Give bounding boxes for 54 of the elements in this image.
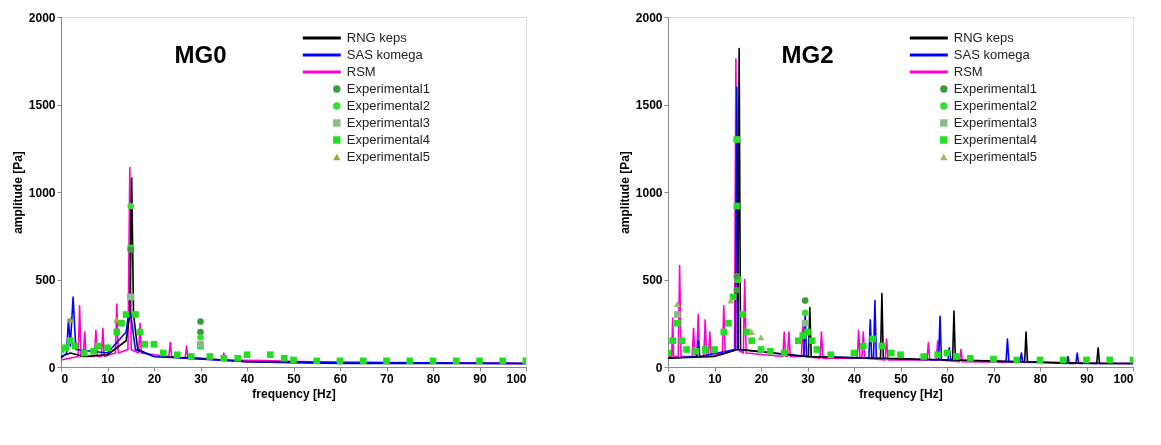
legend-label: Experimental2 <box>953 98 1037 113</box>
y-tick-label: 2000 <box>635 10 663 25</box>
y-axis-title: amplitude [Pa] <box>617 151 632 234</box>
x-tick-label: 100 <box>1113 371 1134 386</box>
legend-label: Experimental4 <box>346 132 430 147</box>
y-tick-label: 1000 <box>28 185 56 200</box>
x-tick-label: 70 <box>380 371 394 386</box>
y-tick-label: 2000 <box>28 10 56 25</box>
legend-label: Experimental3 <box>953 115 1037 130</box>
y-tick-label: 0 <box>48 360 56 375</box>
x-tick-label: 10 <box>101 371 115 386</box>
y-tick-label: 500 <box>35 273 56 287</box>
x-tick-label: 20 <box>147 371 162 386</box>
legend-label: RSM <box>346 64 376 79</box>
x-tick-label: 80 <box>1033 371 1048 386</box>
x-tick-label: 20 <box>754 371 769 386</box>
x-tick-label: 50 <box>287 371 301 386</box>
y-tick-label: 1000 <box>635 185 663 200</box>
legend-label: Experimental2 <box>346 98 430 113</box>
x-tick-label: 100 <box>506 371 527 386</box>
legend-label: Experimental5 <box>953 149 1037 164</box>
legend-label: Experimental3 <box>346 115 430 130</box>
y-tick-label: 0 <box>655 360 663 375</box>
x-tick-label: 80 <box>426 371 441 386</box>
legend-label: RNG keps <box>953 30 1015 45</box>
legend-label: Experimental4 <box>953 132 1037 147</box>
x-axis-title: frequency [Hz] <box>252 386 336 401</box>
text: MG2 <box>781 40 834 68</box>
x-tick-label: 60 <box>333 371 348 386</box>
x-tick-label: 90 <box>1080 371 1094 386</box>
x-tick-label: 0 <box>668 371 676 386</box>
legend-label: Experimental1 <box>346 81 430 96</box>
legend-label: RNG keps <box>346 30 408 45</box>
text: MG0 <box>174 40 227 68</box>
legend-label: Experimental5 <box>346 149 430 164</box>
x-axis-title: frequency [Hz] <box>859 386 943 401</box>
x-tick-label: 90 <box>473 371 487 386</box>
legend-label: RSM <box>953 64 983 79</box>
x-tick-label: 30 <box>801 371 815 386</box>
legend-label: SAS komega <box>346 47 424 62</box>
x-tick-label: 40 <box>240 371 255 386</box>
legend-label: Experimental1 <box>953 81 1037 96</box>
x-tick-label: 40 <box>847 371 862 386</box>
x-tick-label: 0 <box>61 371 69 386</box>
y-tick-label: 1500 <box>28 98 56 112</box>
y-tick-label: 1500 <box>635 98 663 112</box>
x-tick-label: 70 <box>987 371 1001 386</box>
y-tick-label: 500 <box>642 273 663 287</box>
x-tick-label: 30 <box>194 371 208 386</box>
y-axis-title: amplitude [Pa] <box>10 151 25 234</box>
x-tick-label: 10 <box>708 371 722 386</box>
legend-label: SAS komega <box>953 47 1031 62</box>
x-tick-label: 50 <box>894 371 908 386</box>
x-tick-label: 60 <box>940 371 955 386</box>
